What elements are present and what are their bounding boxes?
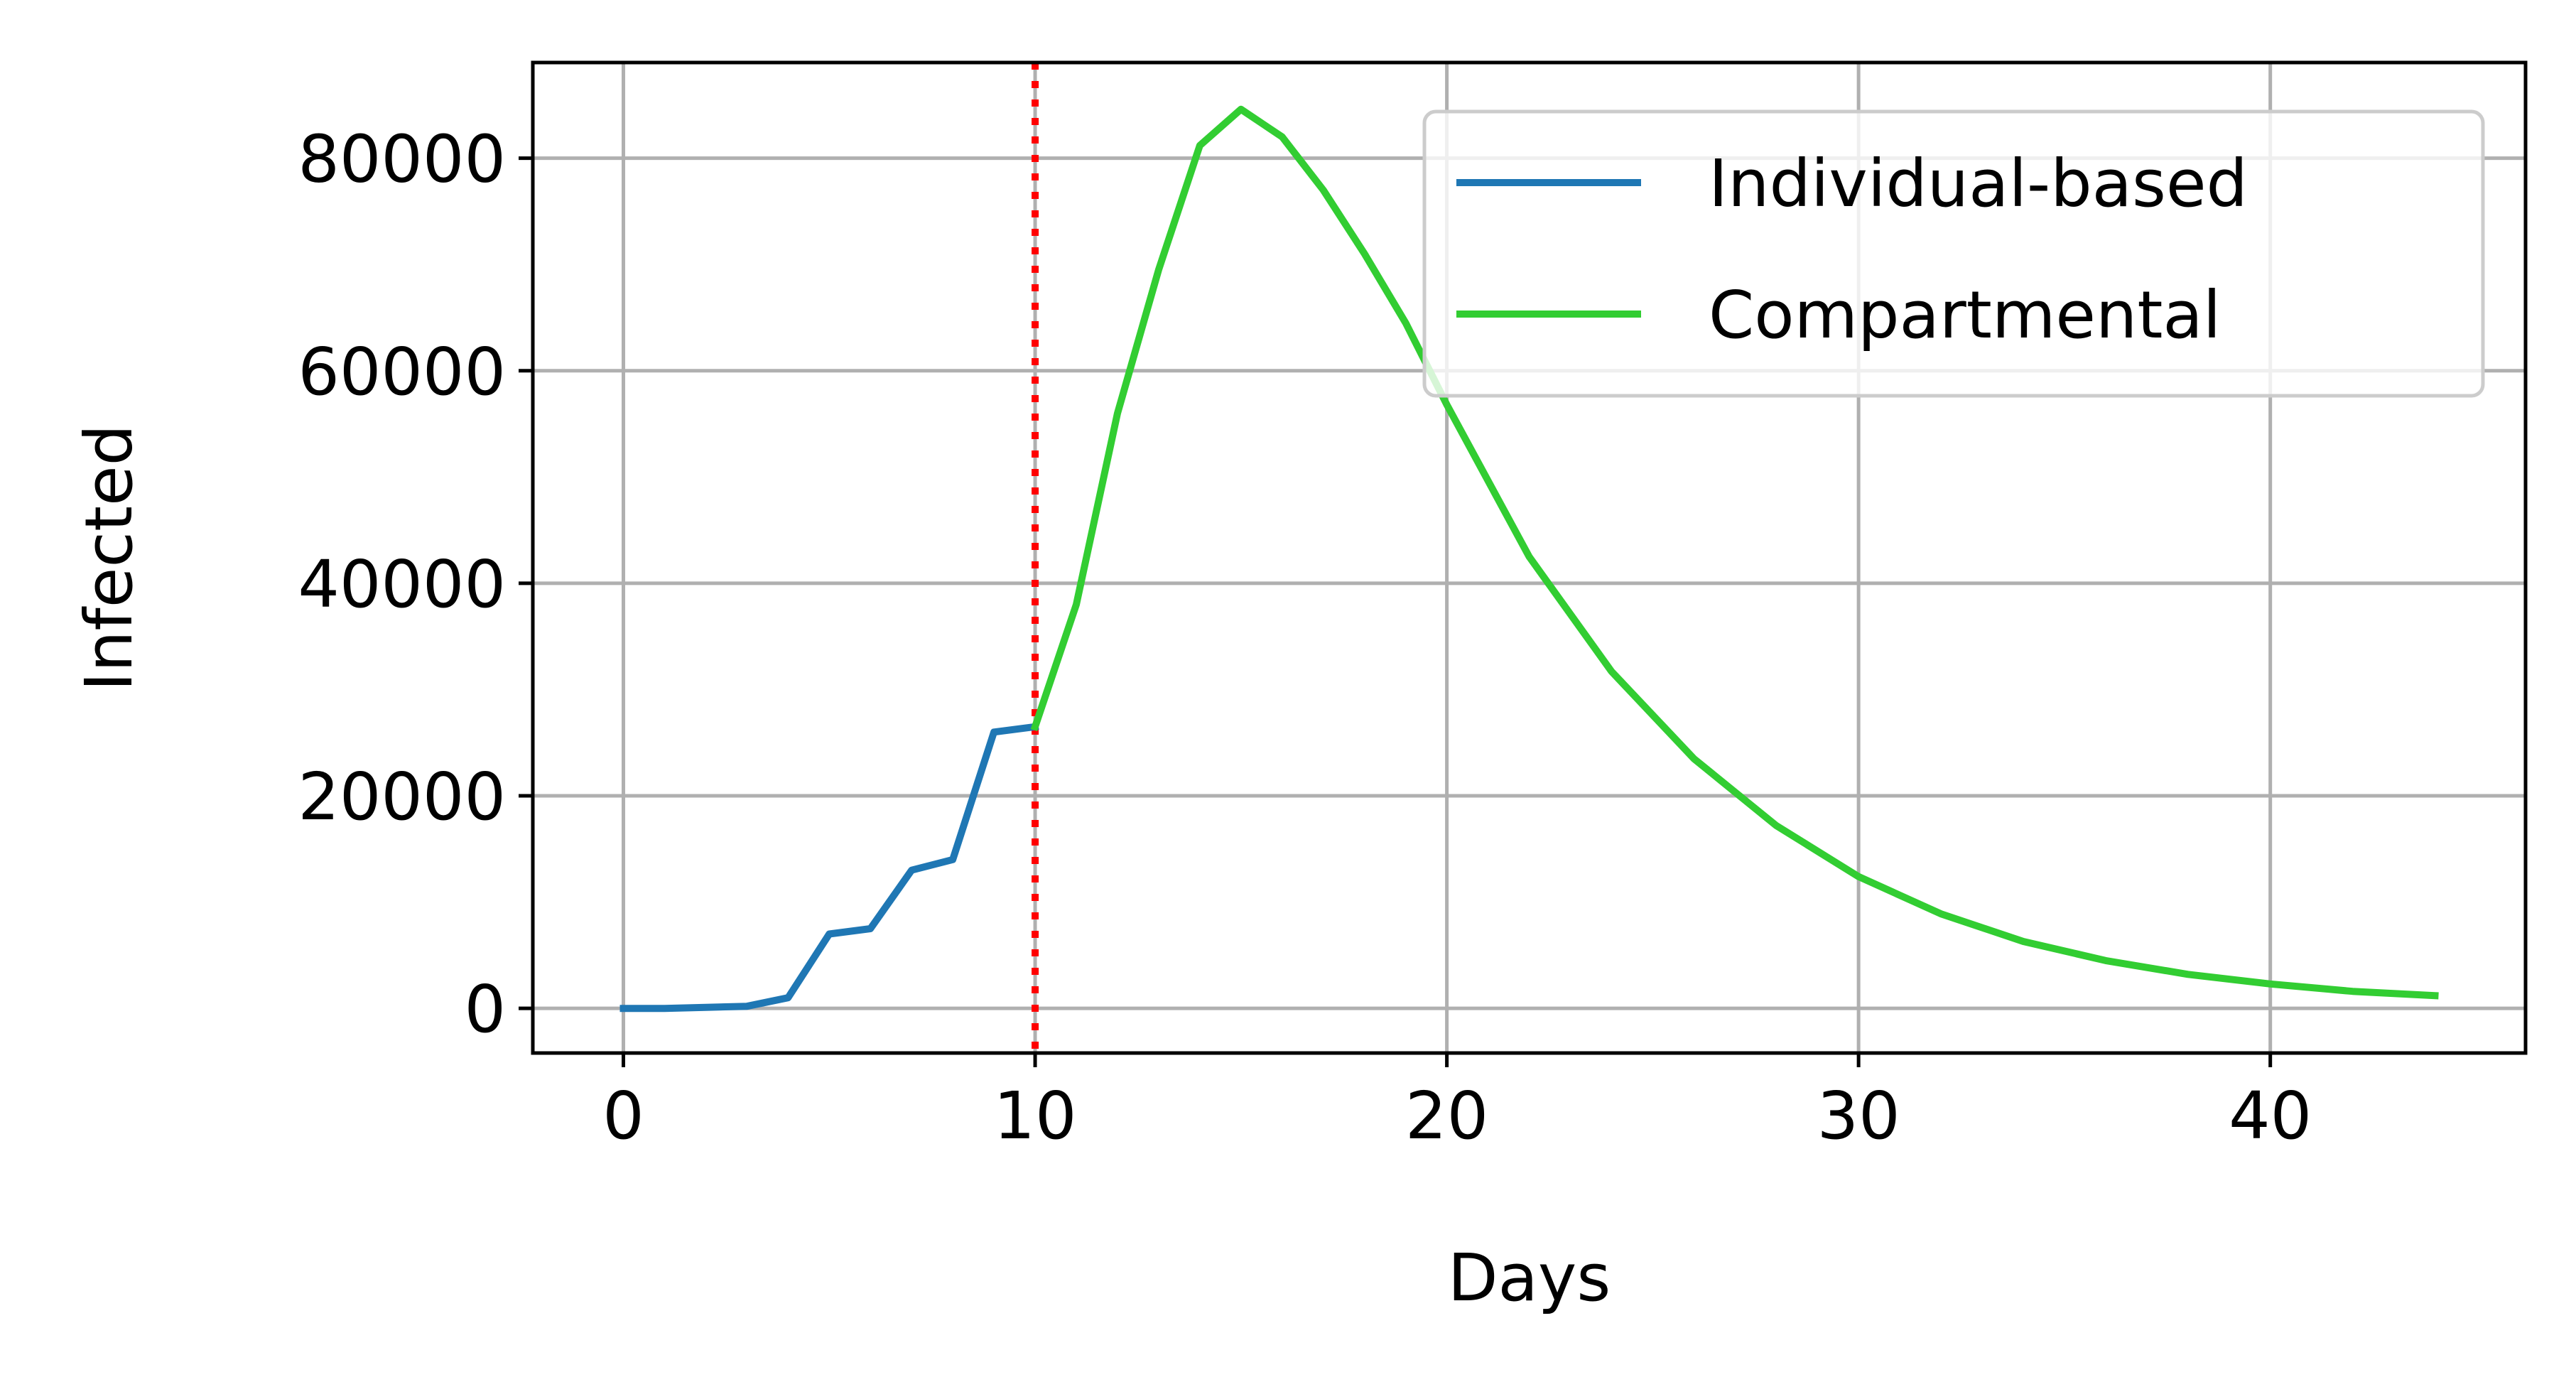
x-tick-label: 40	[2229, 1078, 2312, 1154]
x-axis-label: Days	[1448, 1240, 1611, 1316]
axis-ticks	[519, 156, 2273, 1067]
x-tick-label: 30	[1817, 1078, 1900, 1154]
x-tick-label: 10	[994, 1078, 1077, 1154]
legend-box	[1422, 109, 2485, 398]
x-tick-label: 20	[1405, 1078, 1488, 1154]
y-axis-label: Infected	[71, 424, 147, 691]
y-tick-label: 20000	[298, 759, 506, 835]
legend-label-1: Compartmental	[1709, 277, 2221, 353]
y-tick-label: 80000	[298, 122, 506, 198]
legend-label-0: Individual-based	[1709, 146, 2248, 222]
series-line-1	[1030, 105, 2439, 1000]
legend: Individual-based Compartmental	[1422, 109, 2485, 398]
x-tick-label: 0	[602, 1078, 644, 1154]
series-line-0	[619, 723, 1039, 1013]
y-tick-label: 60000	[298, 334, 506, 410]
y-tick-label: 40000	[298, 546, 506, 622]
plot-frame	[531, 60, 2528, 1055]
tick-labels: 0 10 20 30 40 0 20000 40000 60000 80000	[298, 122, 2312, 1154]
y-tick-label: 0	[464, 971, 506, 1047]
series-layer	[619, 105, 2439, 1013]
